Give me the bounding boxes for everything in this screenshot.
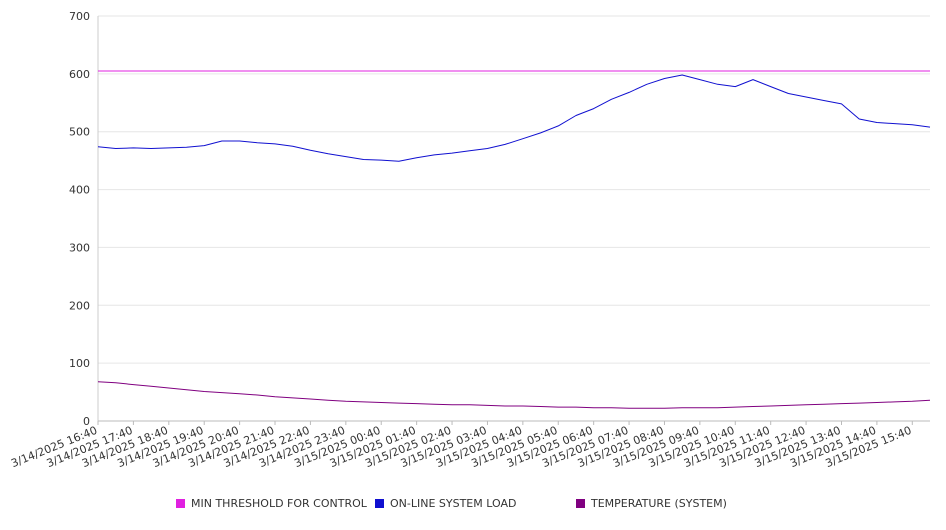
legend-item-temperature[interactable]: TEMPERATURE (SYSTEM) — [576, 497, 727, 510]
series-layer — [97, 70, 931, 409]
y-tick-label: 700 — [69, 10, 90, 23]
y-tick-label: 100 — [69, 357, 90, 370]
grid-layer — [98, 15, 930, 364]
axis-layer: 0 100 200 300 400 500 600 700 — [69, 10, 930, 428]
y-tick-label: 200 — [69, 299, 90, 312]
y-tick-label: 400 — [69, 184, 90, 197]
legend-swatch-system-load — [375, 499, 384, 508]
series-line-temperature — [97, 381, 931, 409]
legend-label-system-load: ON-LINE SYSTEM LOAD — [390, 497, 517, 510]
legend-item-system-load[interactable]: ON-LINE SYSTEM LOAD — [375, 497, 516, 510]
legend: MIN THRESHOLD FOR CONTROL ON-LINE SYSTEM… — [0, 497, 946, 515]
legend-swatch-temperature — [576, 499, 585, 508]
legend-swatch-min-threshold — [176, 499, 185, 508]
y-tick-label: 600 — [69, 68, 90, 81]
x-tick-labels: 3/14/2025 16:403/14/2025 17:403/14/2025 … — [9, 424, 913, 470]
y-tick-label: 500 — [69, 126, 90, 139]
series-line-system-load — [97, 74, 931, 162]
y-tick-label: 300 — [69, 241, 90, 254]
legend-label-min-threshold: MIN THRESHOLD FOR CONTROL — [191, 497, 367, 510]
y-tick-label: 0 — [83, 415, 90, 428]
legend-label-temperature: TEMPERATURE (SYSTEM) — [591, 497, 727, 510]
legend-item-min-threshold[interactable]: MIN THRESHOLD FOR CONTROL — [176, 497, 367, 510]
